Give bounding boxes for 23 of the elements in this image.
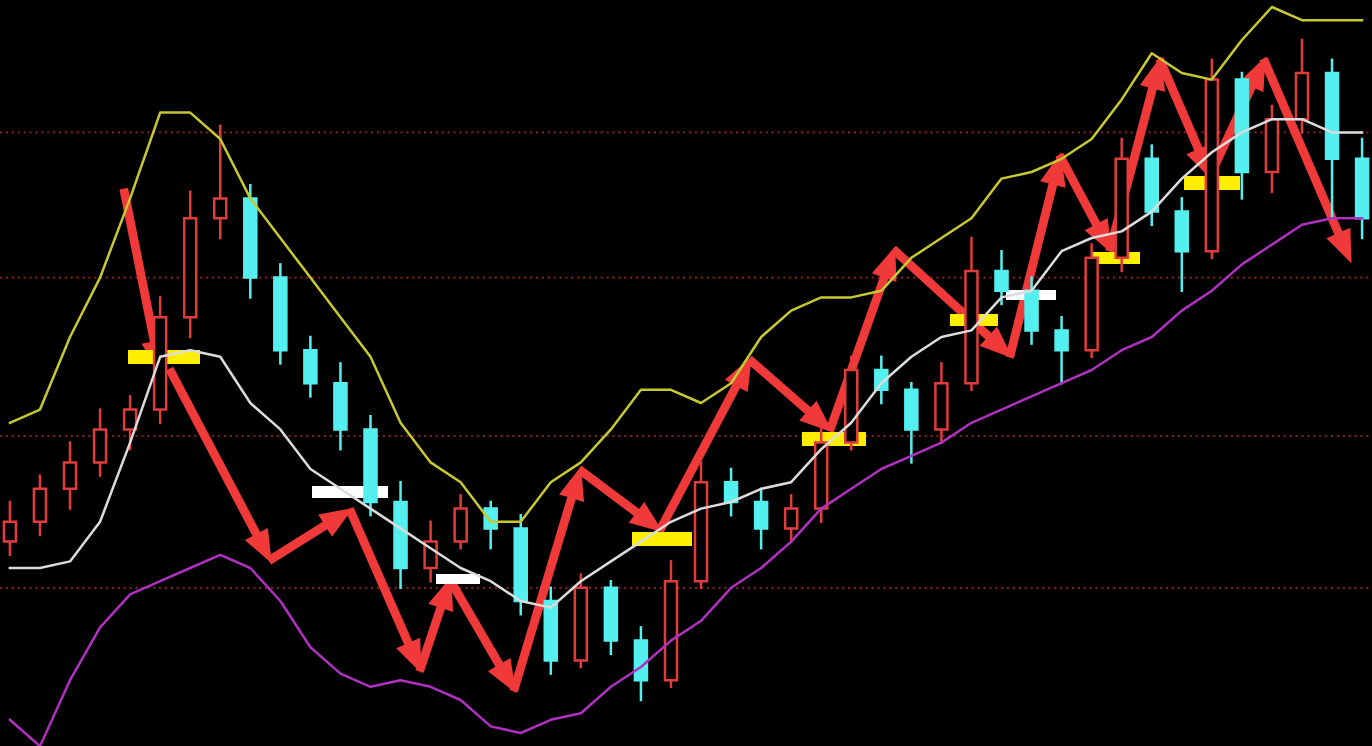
candlestick (513, 513, 528, 616)
candlestick (303, 335, 318, 398)
candlestick (904, 381, 919, 464)
candlestick (844, 355, 859, 451)
candlestick (1084, 243, 1099, 359)
candlestick (363, 414, 378, 517)
candlestick (182, 190, 198, 339)
candlestick (1114, 137, 1129, 273)
candlestick (1144, 144, 1160, 227)
candlestick (1354, 137, 1370, 240)
candlestick (453, 494, 468, 550)
candlestick (934, 362, 949, 444)
candlestick (423, 520, 438, 583)
candlestick (333, 362, 348, 451)
candlestick (1024, 276, 1039, 345)
candlestick (243, 183, 258, 299)
candlestick (393, 480, 408, 590)
candlestick (994, 249, 1009, 306)
candlestick (212, 124, 228, 240)
candlestick (273, 263, 288, 365)
candlestick (1054, 315, 1069, 385)
candlestick (964, 236, 979, 392)
candlestick (62, 441, 78, 510)
